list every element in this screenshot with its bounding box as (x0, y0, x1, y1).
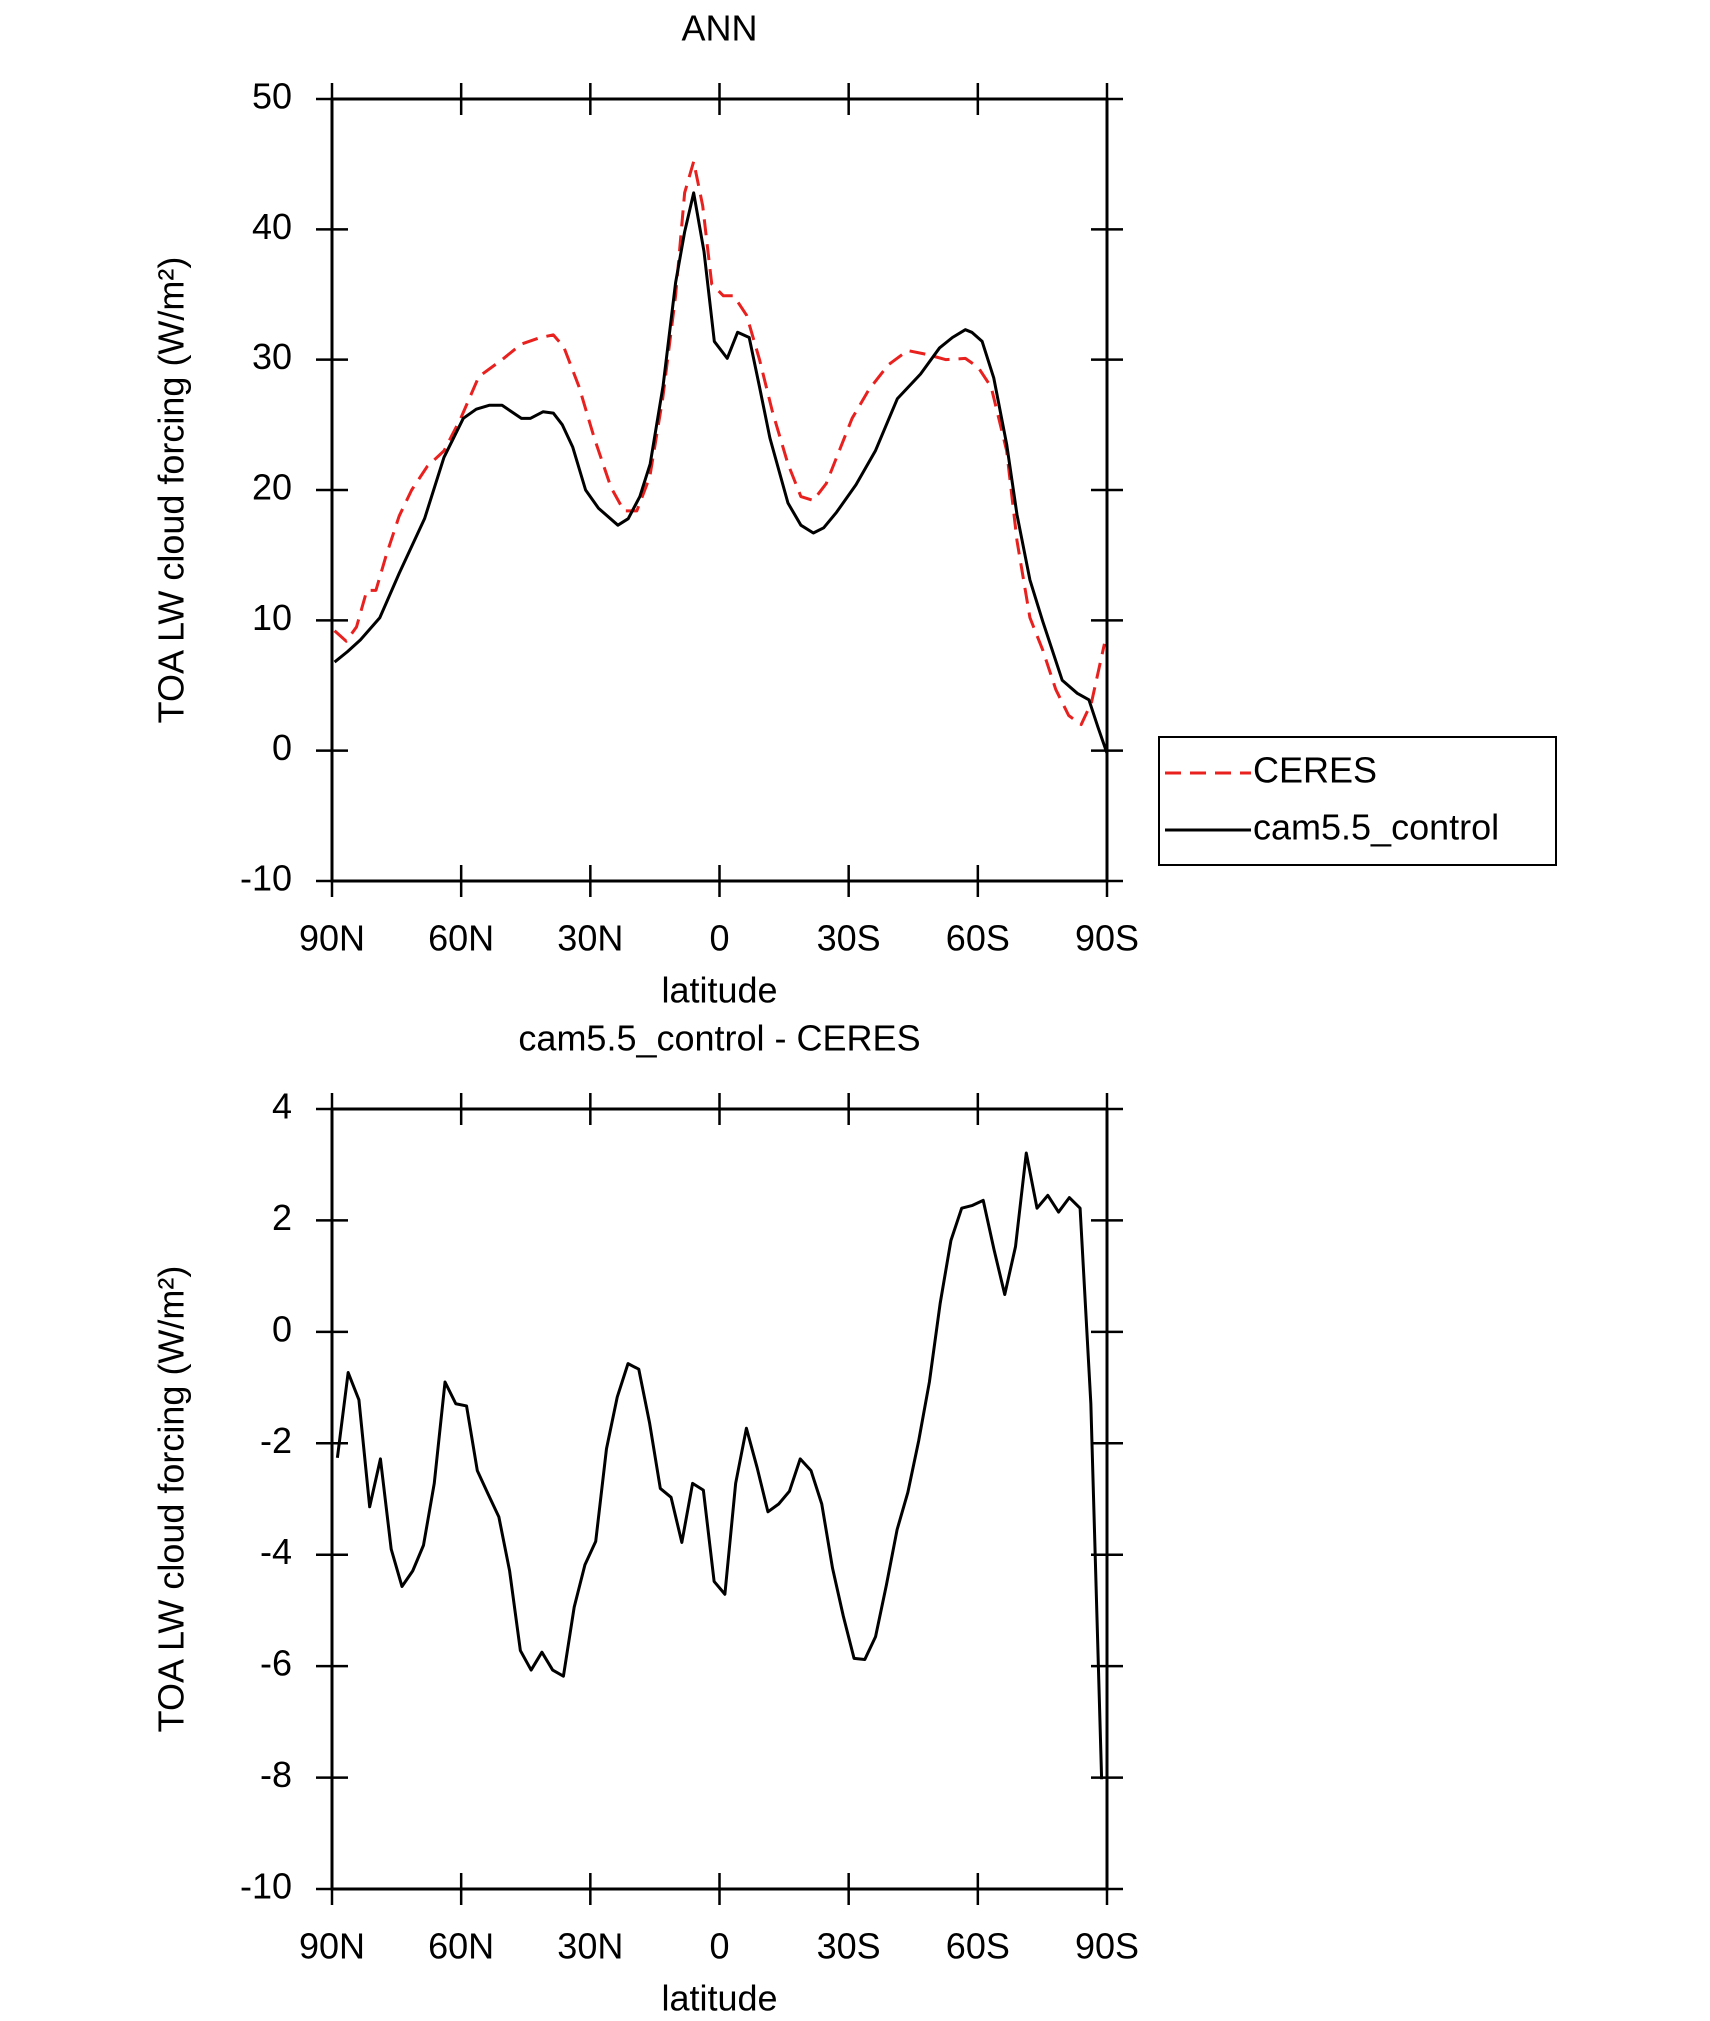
y-tick-label: -10 (240, 1866, 292, 1907)
x-tick-label: 60S (946, 918, 1010, 959)
x-tick-label: 60N (428, 918, 494, 959)
y-tick-label: -8 (260, 1754, 292, 1795)
x-tick-label: 30S (817, 1926, 881, 1967)
y-axis-label: TOA LW cloud forcing (W/m²) (151, 1266, 192, 1733)
y-tick-label: 2 (272, 1197, 292, 1238)
y-tick-label: -10 (240, 858, 292, 899)
legend-box (1158, 736, 1557, 866)
x-tick-label: 30N (557, 1926, 623, 1967)
legend-label: cam5.5_control (1253, 807, 1499, 848)
x-tick-label: 90N (299, 918, 365, 959)
data-line (335, 1151, 1104, 1780)
y-tick-label: 10 (252, 597, 292, 638)
x-tick-label: 60N (428, 1926, 494, 1967)
x-tick-label: 90S (1075, 918, 1139, 959)
y-axis-label: TOA LW cloud forcing (W/m²) (151, 257, 192, 724)
x-axis-label: latitude (661, 970, 777, 1011)
chart-title: ANN (681, 8, 757, 49)
y-tick-label: 0 (272, 1308, 292, 1349)
y-tick-label: 30 (252, 336, 292, 377)
y-tick-label: -6 (260, 1643, 292, 1684)
data-line (333, 160, 1106, 727)
x-tick-label: 30N (557, 918, 623, 959)
y-tick-label: -2 (260, 1420, 292, 1461)
plot-frame (330, 1107, 1109, 1891)
data-line (333, 191, 1109, 754)
y-tick-label: 0 (272, 727, 292, 768)
x-tick-label: 60S (946, 1926, 1010, 1967)
y-tick-label: 4 (272, 1086, 292, 1127)
x-axis-label: latitude (661, 1978, 777, 2019)
x-tick-label: 30S (817, 918, 881, 959)
y-tick-label: 50 (252, 76, 292, 117)
legend-label: CERES (1253, 750, 1377, 791)
chart-title: cam5.5_control - CERES (518, 1018, 920, 1059)
x-tick-label: 90N (299, 1926, 365, 1967)
y-tick-label: -4 (260, 1531, 292, 1572)
y-tick-label: 20 (252, 467, 292, 508)
x-tick-label: 0 (709, 1926, 729, 1967)
x-tick-label: 0 (709, 918, 729, 959)
plot-frame (330, 97, 1109, 883)
x-tick-label: 90S (1075, 1926, 1139, 1967)
y-tick-label: 40 (252, 206, 292, 247)
